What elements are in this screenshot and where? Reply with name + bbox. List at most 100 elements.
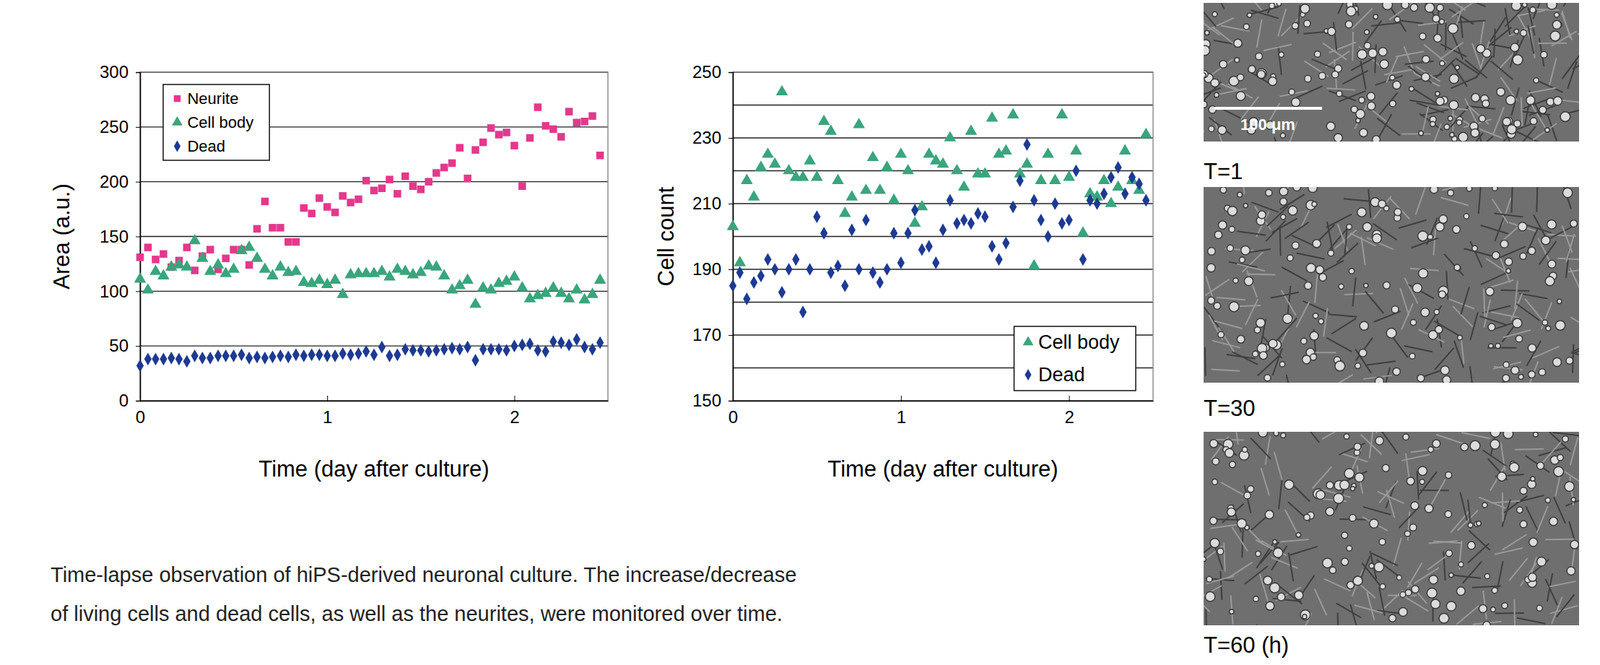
micrograph-cell: [1545, 325, 1551, 331]
tick-mark: [135, 345, 141, 347]
micrograph-cell: [1515, 335, 1523, 343]
micrograph-cell: [1409, 86, 1415, 92]
micrograph-cell: [1206, 576, 1213, 582]
point: [1009, 200, 1017, 214]
micrograph-cell: [1346, 223, 1352, 229]
point: [510, 141, 518, 149]
micrograph-cell: [1492, 187, 1498, 191]
micrograph-cell: [1519, 252, 1527, 260]
point: [456, 342, 464, 356]
micrograph-cell: [1228, 226, 1235, 233]
point: [784, 262, 793, 276]
micrograph-cell: [1457, 335, 1463, 341]
micrograph-cell: [1528, 573, 1538, 582]
point: [1037, 213, 1045, 227]
micrograph-cell: [1550, 31, 1561, 42]
image-label: T=1: [1203, 158, 1243, 185]
point: [1104, 196, 1117, 207]
micrograph-neurite: [1228, 562, 1253, 579]
micrograph-cell: [1394, 208, 1402, 216]
point: [1077, 225, 1090, 237]
tick-label: 2: [509, 407, 520, 427]
micrograph-cell: [1504, 257, 1512, 265]
point: [292, 348, 300, 362]
micrograph-cell: [1503, 361, 1510, 368]
micrograph-neurite: [1205, 608, 1207, 626]
micrograph-cell: [1345, 20, 1353, 29]
micrograph-neurite: [1365, 290, 1385, 314]
point: [1107, 171, 1115, 185]
grid-line: [140, 181, 608, 182]
micrograph-cell: [1210, 78, 1219, 87]
micrograph-cell: [1386, 327, 1397, 338]
micrograph-cell: [1296, 532, 1301, 538]
micrograph-cell: [1203, 45, 1210, 56]
legend-item: Dead: [174, 137, 226, 156]
micrograph-neurite: [1399, 506, 1420, 528]
micrograph-cell: [1312, 239, 1321, 248]
micrograph-neurite: [1470, 366, 1474, 383]
point: [859, 183, 873, 194]
micrograph-cell: [1268, 339, 1278, 349]
point: [253, 350, 261, 364]
point: [502, 343, 510, 357]
micrograph-cell: [1426, 587, 1437, 598]
micrograph-cell: [1467, 522, 1473, 528]
point: [259, 262, 272, 273]
micrograph-cell: [1378, 47, 1388, 57]
micrograph-neurite: [1401, 303, 1413, 330]
micrograph-neurite: [1296, 301, 1310, 328]
micrograph-neurite: [1531, 103, 1547, 129]
micrograph-cell: [1214, 231, 1222, 239]
micrograph-cell: [1283, 314, 1293, 324]
micrograph-cell: [1538, 368, 1546, 376]
micrograph-cell: [1239, 257, 1246, 263]
micrograph-neurite: [1390, 7, 1406, 32]
micrograph-neurite: [1526, 227, 1538, 255]
micrograph-cell: [1431, 599, 1441, 609]
micrograph-neurite: [1572, 55, 1580, 70]
micrograph-cell: [1425, 2, 1435, 13]
micrograph-neurite: [1509, 558, 1528, 581]
micrograph-neurite: [1494, 213, 1524, 218]
point: [362, 176, 370, 185]
point: [510, 339, 518, 353]
micrograph-neurite: [1223, 542, 1225, 572]
micrograph-cell: [1364, 29, 1370, 35]
micrograph-cell: [1444, 124, 1450, 130]
micrograph-cell: [1438, 290, 1446, 299]
y-axis: 150170190210230250: [692, 62, 734, 411]
micrograph-cell: [1383, 281, 1391, 289]
micrograph-neurite: [1241, 187, 1245, 195]
point: [1114, 161, 1122, 175]
point: [748, 189, 761, 200]
x-axis: 012: [135, 395, 609, 427]
micrograph-neurite: [1490, 61, 1514, 81]
micrograph-cell: [1212, 11, 1218, 17]
micrograph-cell: [1549, 516, 1559, 526]
point: [1002, 236, 1010, 250]
micrograph-cell: [1346, 6, 1356, 16]
micrograph-cell: [1516, 506, 1523, 513]
point: [134, 272, 146, 283]
micrograph-cell: [1409, 353, 1416, 359]
micrograph-cell: [1518, 374, 1524, 380]
micrograph-neurite: [1443, 551, 1445, 581]
micrograph-cell: [1246, 12, 1252, 18]
tick-label: 300: [99, 62, 129, 82]
micrograph-neurite: [1351, 31, 1354, 61]
micrograph-neurite: [1527, 340, 1542, 367]
micrograph-cell: [1257, 210, 1266, 219]
point: [471, 353, 479, 367]
micrograph-cell: [1566, 566, 1576, 576]
point: [953, 216, 961, 230]
micrograph-neurite: [1366, 361, 1396, 365]
tick: 200: [99, 171, 141, 192]
point: [981, 210, 989, 224]
point: [315, 348, 323, 362]
point: [136, 359, 144, 373]
point: [776, 85, 789, 96]
micrograph-cell: [1433, 309, 1439, 315]
point: [588, 342, 596, 356]
micrograph-neurite: [1210, 368, 1240, 371]
